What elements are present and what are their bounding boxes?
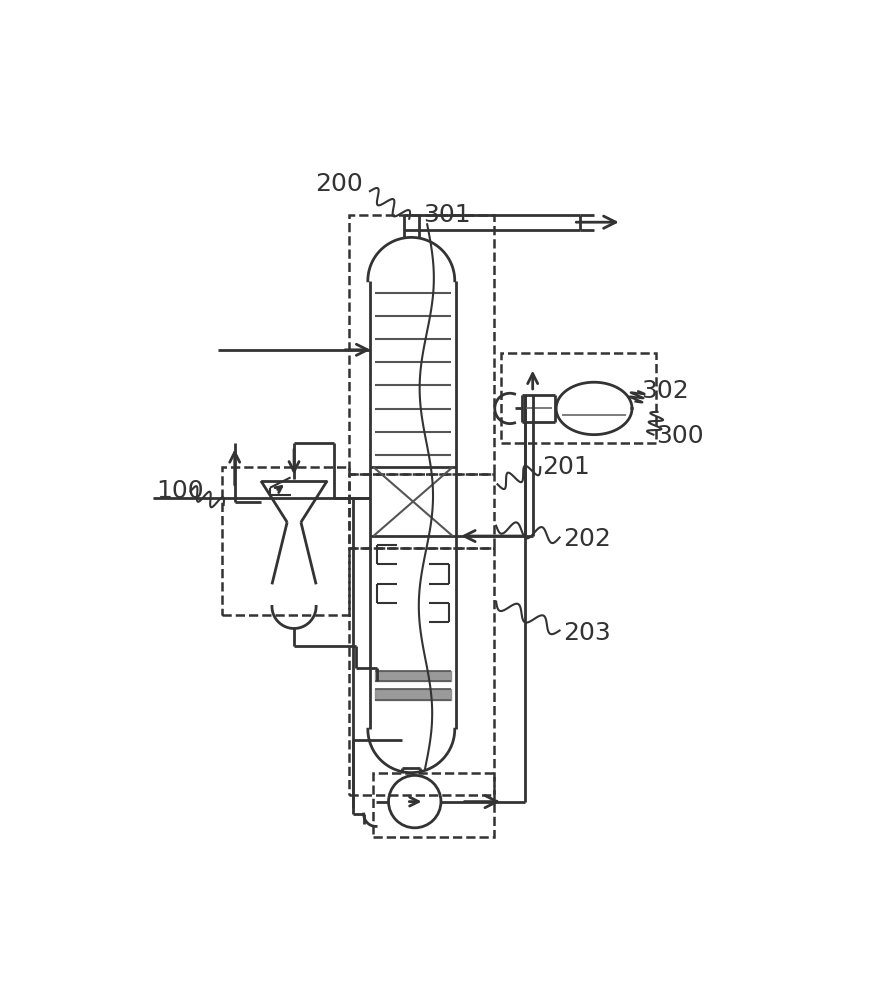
Text: 302: 302	[641, 379, 689, 403]
Bar	[501, 353, 656, 443]
Text: 300: 300	[656, 424, 704, 448]
Bar	[374, 773, 494, 837]
Text: 202: 202	[563, 527, 611, 551]
Bar	[349, 548, 494, 795]
Text: 100: 100	[156, 479, 204, 503]
Text: 201: 201	[542, 455, 590, 479]
Text: 200: 200	[315, 172, 362, 196]
Text: 203: 203	[563, 621, 611, 645]
Bar	[349, 474, 494, 548]
Text: 301: 301	[423, 203, 471, 227]
Bar	[349, 215, 494, 474]
Bar	[222, 467, 349, 615]
